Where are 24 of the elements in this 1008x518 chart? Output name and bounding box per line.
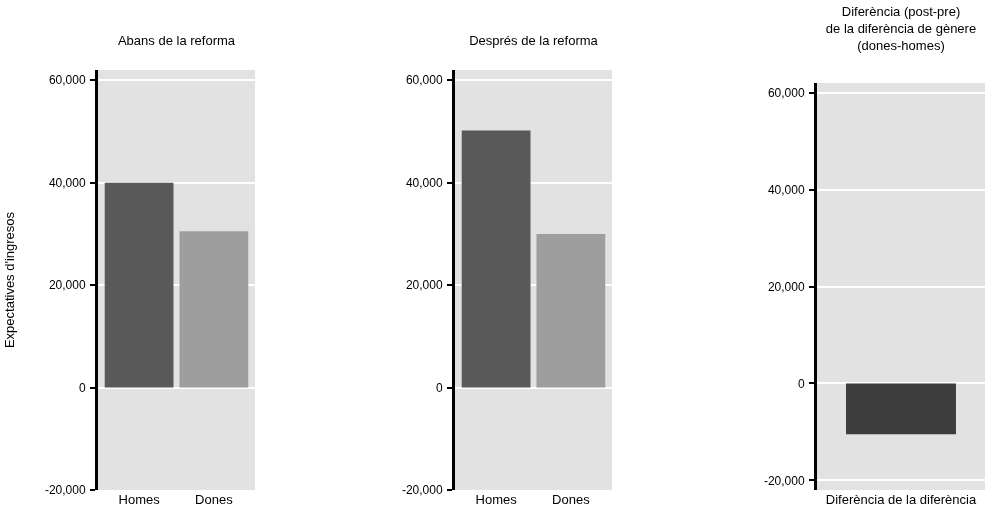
y-tick-label: 20,000 xyxy=(767,279,805,294)
y-tick-label: 40,000 xyxy=(405,175,443,190)
chart-title: Diferència (post-pre) de la diferència de gènere (dones-homes) xyxy=(825,4,977,53)
y-tick-label: 40,000 xyxy=(767,182,805,197)
x-tick-label: Dones xyxy=(552,492,591,507)
x-tick-label: Homes xyxy=(118,492,161,507)
y-tick-label: 20,000 xyxy=(48,278,86,293)
y-axis-title: Expectatives d'ingresos xyxy=(1,211,17,349)
y-tick-label: -20,000 xyxy=(401,483,443,498)
y-tick-label: 0 xyxy=(797,376,805,391)
y-tick-label: 0 xyxy=(78,380,86,395)
y-tick-label: 60,000 xyxy=(405,73,443,88)
chart-title: Abans de la reforma xyxy=(117,33,236,49)
x-tick-label: Diferència de la diferència xyxy=(825,492,977,507)
x-tick-label: Homes xyxy=(475,492,518,507)
chart-title: Després de la reforma xyxy=(469,33,599,49)
y-tick-label: 20,000 xyxy=(405,278,443,293)
x-tick-label: Dones xyxy=(195,492,234,507)
y-tick-label: 60,000 xyxy=(767,85,805,100)
y-tick-label: -20,000 xyxy=(44,483,86,498)
y-tick-label: 0 xyxy=(435,380,443,395)
y-tick-label: 60,000 xyxy=(48,73,86,88)
y-tick-label: -20,000 xyxy=(763,473,805,488)
y-tick-label: 40,000 xyxy=(48,175,86,190)
